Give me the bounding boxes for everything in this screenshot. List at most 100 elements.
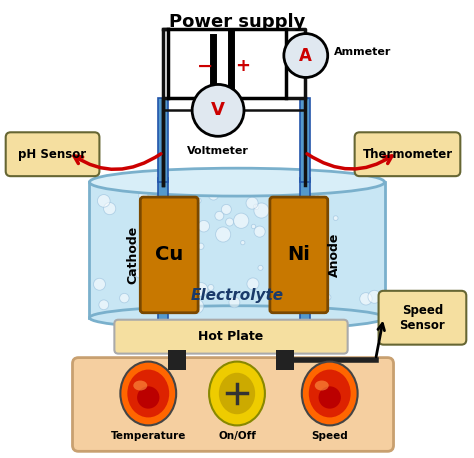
Ellipse shape	[319, 386, 341, 409]
Circle shape	[304, 196, 319, 211]
Ellipse shape	[209, 362, 265, 425]
Circle shape	[182, 300, 190, 308]
Circle shape	[156, 189, 167, 200]
Circle shape	[325, 294, 331, 300]
FancyBboxPatch shape	[114, 320, 347, 354]
Circle shape	[285, 204, 291, 210]
Circle shape	[294, 240, 301, 247]
Circle shape	[307, 281, 313, 287]
Circle shape	[254, 226, 265, 237]
Text: Speed
Sensor: Speed Sensor	[400, 304, 445, 332]
Circle shape	[254, 204, 259, 209]
Circle shape	[189, 299, 204, 314]
Circle shape	[277, 235, 292, 250]
Circle shape	[247, 278, 259, 290]
Ellipse shape	[90, 306, 384, 330]
Text: Cathode: Cathode	[127, 226, 140, 284]
Circle shape	[254, 203, 269, 218]
Circle shape	[140, 286, 153, 299]
Circle shape	[194, 283, 208, 296]
FancyBboxPatch shape	[355, 132, 460, 176]
Bar	[276, 349, 294, 370]
Ellipse shape	[137, 386, 159, 409]
Circle shape	[139, 191, 148, 200]
Circle shape	[104, 202, 116, 215]
FancyBboxPatch shape	[6, 132, 100, 176]
Text: Anode: Anode	[328, 233, 341, 277]
Circle shape	[215, 211, 224, 220]
Circle shape	[99, 300, 109, 310]
Text: On/Off: On/Off	[218, 431, 256, 442]
Text: Electrolyte: Electrolyte	[191, 288, 283, 303]
Circle shape	[216, 227, 231, 242]
Ellipse shape	[315, 381, 329, 391]
Text: Voltmeter: Voltmeter	[187, 146, 249, 156]
Text: Ni: Ni	[287, 245, 310, 264]
Circle shape	[290, 279, 299, 288]
Circle shape	[311, 195, 321, 205]
Bar	[90, 182, 384, 318]
Text: Speed: Speed	[311, 431, 348, 442]
Text: Temperature: Temperature	[110, 431, 186, 442]
Circle shape	[241, 240, 245, 245]
Circle shape	[93, 278, 105, 290]
Text: pH Sensor: pH Sensor	[18, 148, 87, 161]
Circle shape	[273, 284, 282, 293]
Circle shape	[310, 208, 319, 218]
Ellipse shape	[90, 168, 384, 196]
Text: Power supply: Power supply	[169, 13, 305, 31]
Circle shape	[284, 33, 328, 77]
Ellipse shape	[309, 370, 351, 417]
Bar	[168, 349, 186, 370]
Bar	[158, 98, 168, 182]
Circle shape	[251, 224, 255, 229]
Text: Cu: Cu	[155, 245, 183, 264]
Circle shape	[226, 218, 234, 226]
Bar	[300, 178, 310, 322]
Circle shape	[322, 259, 335, 272]
Text: V: V	[211, 101, 225, 120]
Bar	[158, 178, 168, 322]
FancyBboxPatch shape	[379, 291, 466, 345]
Circle shape	[319, 233, 326, 240]
FancyBboxPatch shape	[140, 197, 198, 313]
Text: A: A	[300, 47, 312, 65]
Ellipse shape	[133, 381, 147, 391]
Circle shape	[209, 190, 219, 200]
Circle shape	[130, 244, 137, 251]
Circle shape	[306, 235, 320, 250]
Circle shape	[284, 194, 300, 209]
Circle shape	[170, 263, 182, 275]
Circle shape	[246, 197, 258, 209]
Circle shape	[187, 205, 192, 210]
Circle shape	[301, 302, 309, 310]
Circle shape	[119, 294, 129, 303]
Circle shape	[368, 290, 381, 303]
Circle shape	[306, 261, 316, 271]
Circle shape	[98, 195, 110, 207]
Circle shape	[286, 220, 300, 234]
Text: Thermometer: Thermometer	[363, 148, 453, 161]
Bar	[300, 98, 310, 182]
Circle shape	[258, 265, 263, 270]
Ellipse shape	[120, 362, 176, 425]
Circle shape	[221, 204, 231, 214]
Ellipse shape	[128, 370, 169, 417]
Circle shape	[135, 269, 145, 278]
Circle shape	[279, 241, 290, 252]
Circle shape	[170, 219, 182, 231]
Circle shape	[165, 300, 178, 313]
Circle shape	[198, 220, 210, 232]
Text: Ammeter: Ammeter	[334, 47, 391, 56]
Text: Hot Plate: Hot Plate	[199, 330, 264, 343]
Circle shape	[229, 297, 240, 308]
Circle shape	[333, 216, 338, 220]
Circle shape	[360, 293, 372, 305]
Circle shape	[292, 236, 304, 248]
Bar	[168, 28, 286, 98]
Text: +: +	[236, 58, 250, 76]
Circle shape	[148, 221, 159, 232]
Circle shape	[196, 198, 201, 203]
Circle shape	[158, 254, 163, 259]
Ellipse shape	[219, 373, 255, 414]
